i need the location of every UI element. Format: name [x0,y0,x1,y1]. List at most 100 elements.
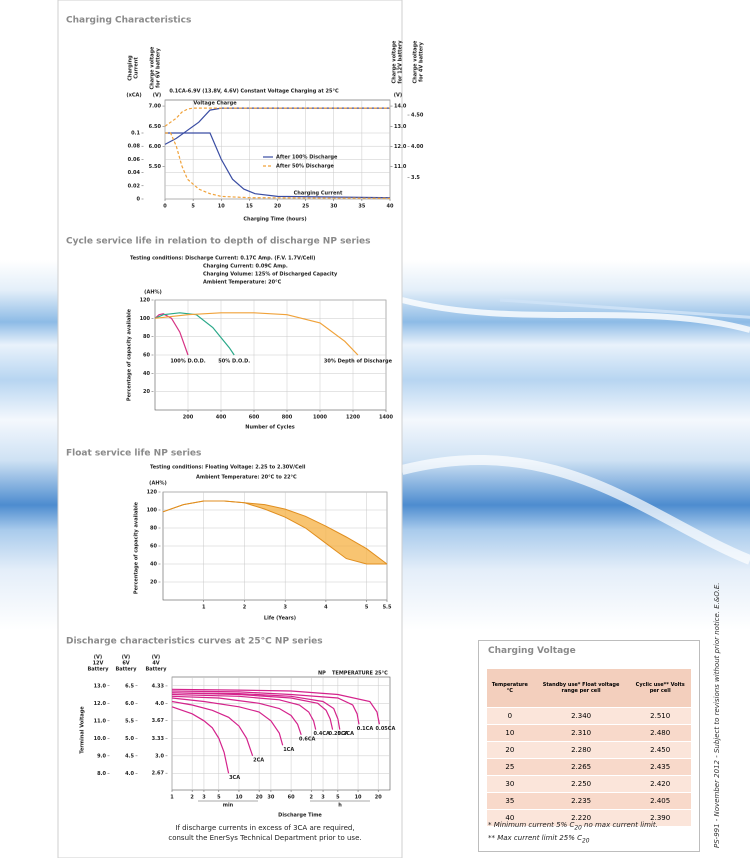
y-tick-label: 8.0 [97,771,106,777]
charging-voltage-table: Temperature °C Standby use* Float voltage… [487,669,691,826]
table-cell: 2.235 [532,792,630,810]
y-tick-label: 4.0 [125,771,134,777]
x-tick-label: 35 [358,204,365,210]
y-tick-label: 0.08 [128,144,141,150]
x-tick-label: 1 [170,795,174,801]
y-tick-label: 5.50 [149,164,162,170]
table-row: 0 2.340 2.510 [487,707,691,725]
axis-unit: (AH%) [144,290,162,296]
y-tick-label: 3.33 [152,736,165,742]
axis-header: (V) [94,655,102,661]
table-box: Charging Voltage Temperature °C Standby u… [478,640,700,852]
test-condition: Charging Current: 0.09C Amp. [203,264,288,270]
y-tick-label: 0.02 [128,183,141,189]
series-line [171,706,230,774]
axis-label: Percentage of capacity available [134,501,140,594]
axis-label: Charge voltage [392,40,398,84]
annotation: Charging Current [294,191,343,197]
column-header: Standby use* Float voltage range per cel… [532,669,630,708]
table-row: 40 2.220 2.390 [487,809,691,826]
x-tick-label: 10 [218,204,225,210]
series-line [165,132,391,199]
axis-unit: (xCA) [126,93,141,99]
table-cell: 2.340 [532,707,630,725]
table-cell: 35 [487,792,533,810]
x-axis-label: Charging Time (hours) [243,217,306,223]
x-tick-label: 2 [243,605,247,611]
curve-label: 0.4CA [314,731,331,737]
x-tick-label: 3 [283,605,287,611]
annotation: 0.1CA-6.9V (13.8V, 4.6V) Constant Voltag… [169,89,339,95]
x-tick-label: 400 [216,415,227,421]
axis-header: Battery [145,667,167,673]
axis-label: for 6V battery [156,47,162,87]
x-tick-label: 4 [324,605,328,611]
section-title: Cycle service life in relation to depth … [66,237,371,247]
table-cell: 2.450 [629,741,691,759]
x-tick-label: 5 [191,204,195,210]
x-tick-label: 5 [365,605,369,611]
y-tick-label: 4.0 [155,701,164,707]
y-tick-label: 120 [147,490,158,496]
series-line [171,692,341,730]
axis-label: Charge voltage [413,40,419,84]
table-title: Charging Voltage [488,646,576,656]
series-line [171,695,302,735]
x-tick-label: 60 [288,795,295,801]
axis-label: Percentage of capacity available [127,308,133,401]
y-tick-label: 4.50 [411,113,424,119]
curve-label: 3CA [229,775,240,781]
table-cell: 2.480 [629,724,691,742]
curve-label: 50% D.O.D. [218,359,250,365]
annotation: Voltage Charge [193,101,237,107]
y-tick-label: 3.67 [152,718,165,724]
x-tick-label: 2 [190,795,194,801]
note-sub: 20 [581,838,590,845]
table-row: 10 2.310 2.480 [487,724,691,742]
series-line [171,690,360,725]
band-area [163,501,387,564]
light-streak [400,455,750,565]
x-tick-label: 1200 [346,415,360,421]
light-streak [499,298,750,319]
test-condition: Ambient Temperature: 20°C [203,280,282,286]
x-axis-label: Number of Cycles [245,425,294,431]
axis-label: Current [134,57,140,79]
x-tick-label: 10 [355,795,362,801]
table-cell: 0 [487,707,533,725]
note: If discharge currents in excess of 3CA a… [175,824,354,832]
x-tick-label: 10 [235,795,242,801]
y-tick-label: 12.0 [94,701,107,707]
table-cell: 2.280 [532,741,630,759]
table-body: 0 2.340 2.510 10 2.310 2.480 20 2.280 2.450 25 2.2… [487,707,691,826]
legend-label: After 100% Discharge [276,155,338,161]
y-tick-label: 13.0 [94,683,107,689]
x-tick-label: 3 [202,795,206,801]
series-line [171,700,254,756]
x-tick-label: 800 [282,415,293,421]
y-tick-label: 0 [137,197,141,203]
axis-unit: (V) [153,93,161,99]
y-tick-label: 60 [150,544,157,550]
curve-label: 2CA [253,757,264,763]
x-tick-label: 2 [309,795,313,801]
y-tick-label: 4.00 [411,144,424,150]
x-tick-label: 1400 [379,415,393,421]
y-tick-label: 5.5 [125,718,134,724]
y-tick-label: 4.33 [152,683,165,689]
table-cell: 30 [487,775,533,793]
y-tick-label: 40 [143,371,150,377]
series-line [154,312,359,356]
y-tick-label: 6.00 [149,144,162,150]
x-tick-label: 200 [183,415,194,421]
axis-label: for 12V battery [398,40,404,84]
y-tick-label: 3.0 [155,753,164,759]
axis-header: Battery [115,667,137,673]
note-text: * Minimum current 5% C [488,821,575,829]
table-row: 20 2.280 2.450 [487,741,691,759]
axis-header: (V) [152,655,160,661]
y-tick-label: 80 [150,526,157,532]
curve-label: 30% Depth of Discharge [324,359,393,365]
x-tick-label: 0 [163,204,167,210]
